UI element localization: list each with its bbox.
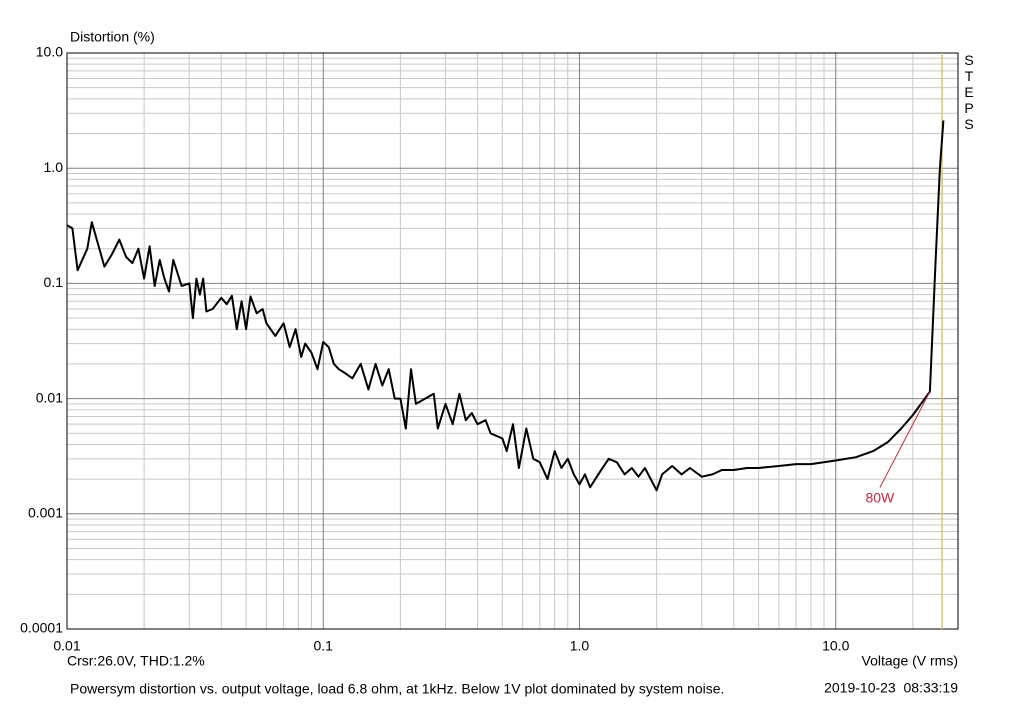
y-tick-label: 0.01 <box>36 389 63 405</box>
caption: Powersym distortion vs. output voltage, … <box>70 681 724 697</box>
x-tick-label: 10.0 <box>822 638 849 654</box>
y-axis-label: Distortion (%) <box>70 29 155 45</box>
annotation-pointer <box>879 391 931 488</box>
y-tick-label: 0.1 <box>44 274 64 290</box>
steps-label: STEPS <box>961 52 977 132</box>
plot-frame <box>66 52 959 630</box>
timestamp: 2019-10-23 08:33:19 <box>824 680 958 696</box>
y-tick-label: 0.0001 <box>20 620 63 636</box>
x-tick-label: 1.0 <box>570 638 590 654</box>
y-tick-label: 10.0 <box>36 44 63 60</box>
x-axis-label: Voltage (V rms) <box>862 653 958 669</box>
y-tick-label: 0.001 <box>28 505 63 521</box>
annotation-label: 80W <box>865 489 895 505</box>
y-tick-label: 1.0 <box>44 159 64 175</box>
x-tick-label: 0.1 <box>314 638 334 654</box>
data-line <box>66 120 945 492</box>
cursor-readout: Crsr:26.0V, THD:1.2% <box>67 653 205 669</box>
x-tick-label: 0.01 <box>53 638 80 654</box>
